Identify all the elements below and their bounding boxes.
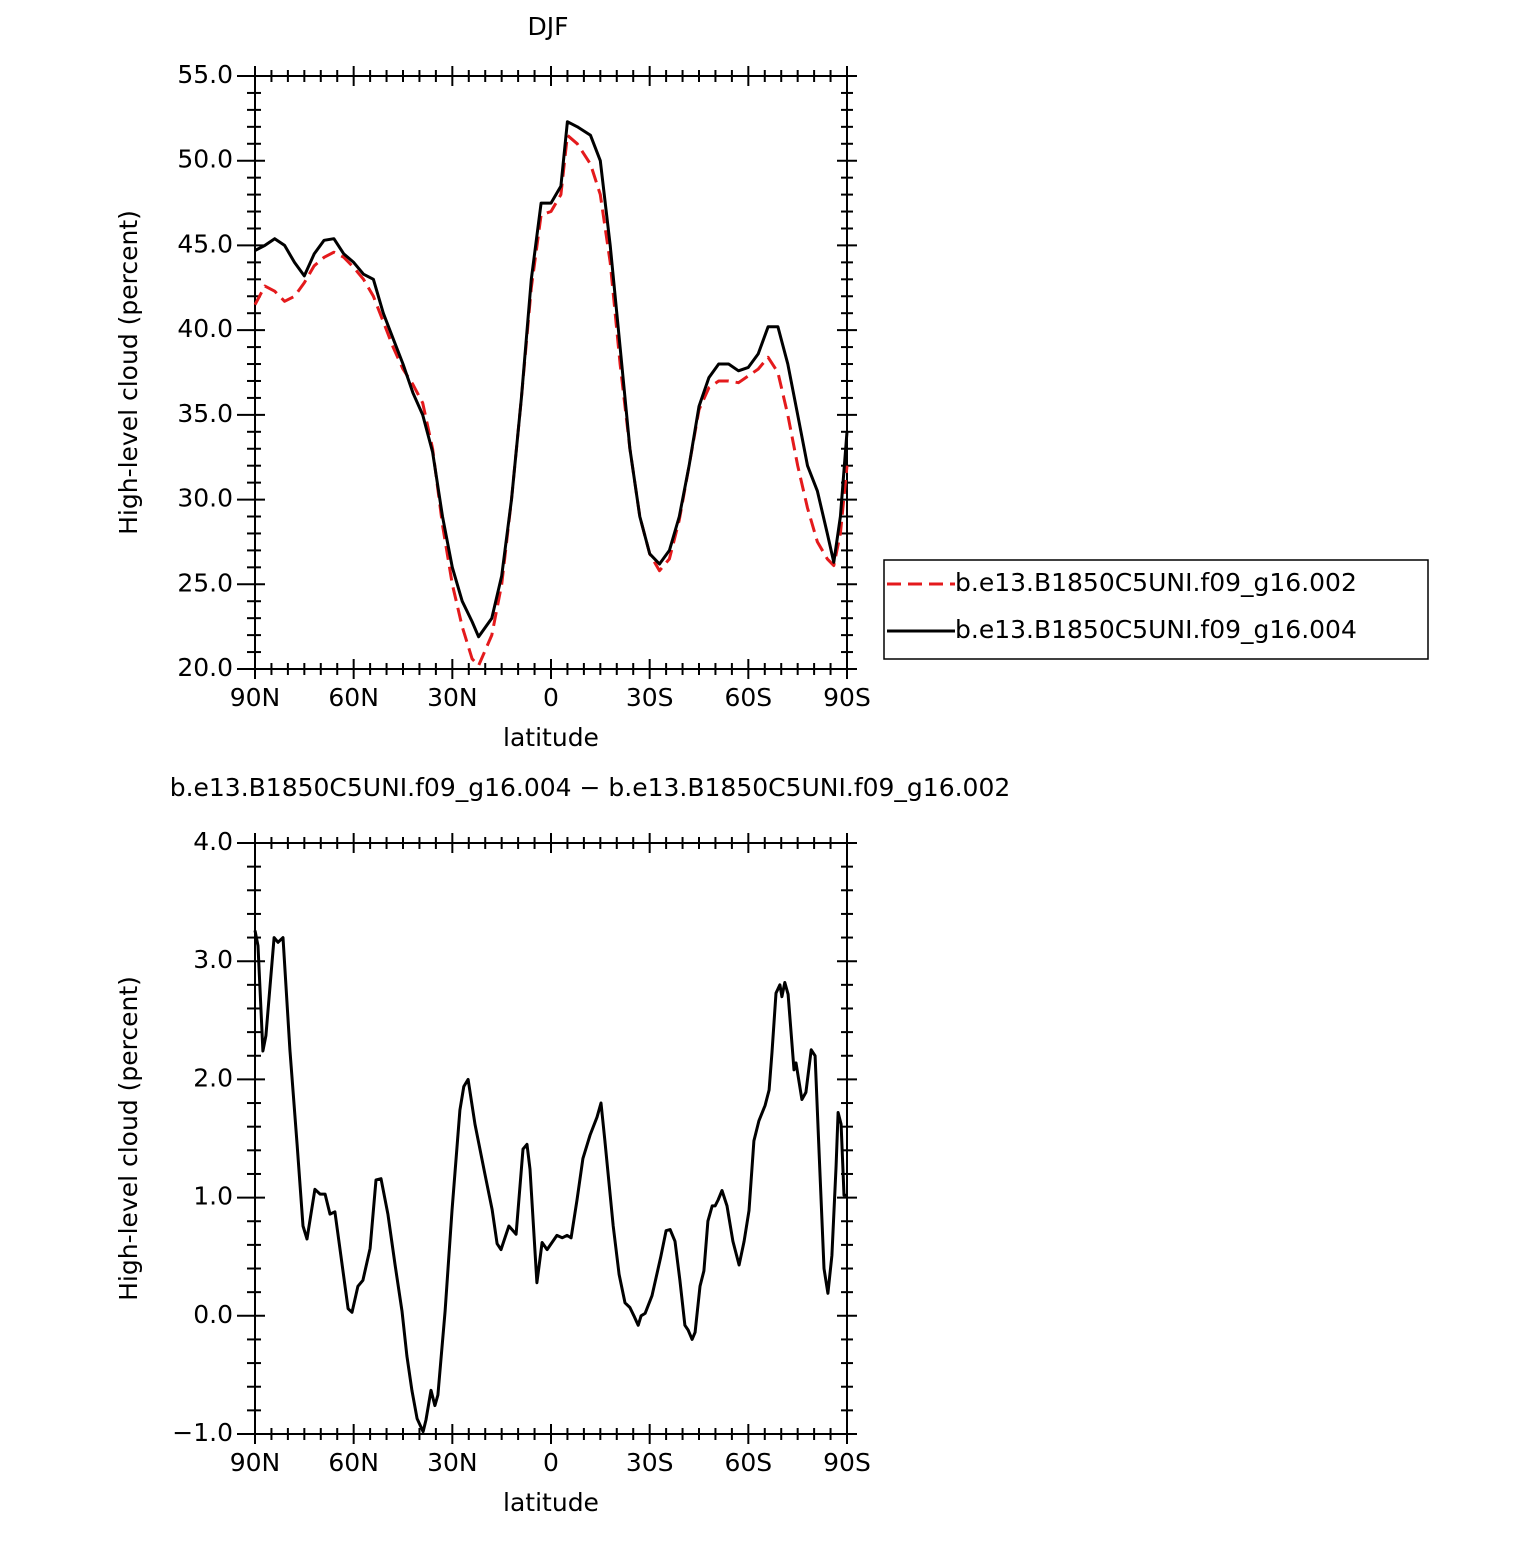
plot-frame: [254, 842, 848, 1435]
plot-frame: [254, 75, 848, 670]
legend-label: b.e13.B1850C5UNI.f09_g16.002: [955, 568, 1357, 597]
y-tick-label: 25.0: [177, 568, 233, 597]
x-tick-label: 90N: [230, 683, 281, 712]
x-axis-label: latitude: [503, 1488, 599, 1517]
legend-label: b.e13.B1850C5UNI.f09_g16.004: [955, 615, 1357, 644]
data-line: [254, 120, 849, 639]
y-tick-label: 50.0: [177, 145, 233, 174]
y-tick-label: 40.0: [177, 314, 233, 343]
y-axis-label: High-level cloud (percent): [114, 210, 143, 535]
x-tick-label: 90S: [823, 1448, 871, 1477]
x-tick-label: 60S: [724, 1448, 772, 1477]
data-line: [253, 930, 847, 1434]
chart-title: b.e13.B1850C5UNI.f09_g16.004 − b.e13.B18…: [170, 773, 1011, 802]
y-axis-label: High-level cloud (percent): [114, 976, 143, 1301]
y-tick-label: 55.0: [177, 60, 233, 89]
y-tick-label: 30.0: [177, 484, 233, 513]
x-tick-label: 90S: [823, 683, 871, 712]
x-tick-label: 30S: [626, 1448, 674, 1477]
y-tick-label: 45.0: [177, 229, 233, 258]
x-axis-label: latitude: [503, 723, 599, 752]
legend-box: [883, 559, 1429, 660]
x-tick-label: 60N: [328, 683, 379, 712]
y-tick-label: 20.0: [177, 653, 233, 682]
x-tick-label: 30N: [427, 683, 478, 712]
x-tick-label: 30N: [427, 1448, 478, 1477]
y-tick-label: 35.0: [177, 399, 233, 428]
x-tick-label: 30S: [626, 683, 674, 712]
data-line: [253, 133, 849, 668]
x-tick-label: 90N: [230, 1448, 281, 1477]
y-tick-label: 1.0: [193, 1182, 233, 1211]
chart-title: DJF: [527, 12, 568, 41]
y-tick-label: 3.0: [193, 945, 233, 974]
x-tick-label: 60N: [328, 1448, 379, 1477]
x-tick-label: 0: [543, 683, 559, 712]
y-tick-label: 0.0: [193, 1300, 233, 1329]
y-tick-label: −1.0: [172, 1418, 233, 1447]
y-tick-label: 2.0: [193, 1063, 233, 1092]
x-tick-label: 0: [543, 1448, 559, 1477]
y-tick-label: 4.0: [193, 827, 233, 856]
x-tick-label: 60S: [724, 683, 772, 712]
